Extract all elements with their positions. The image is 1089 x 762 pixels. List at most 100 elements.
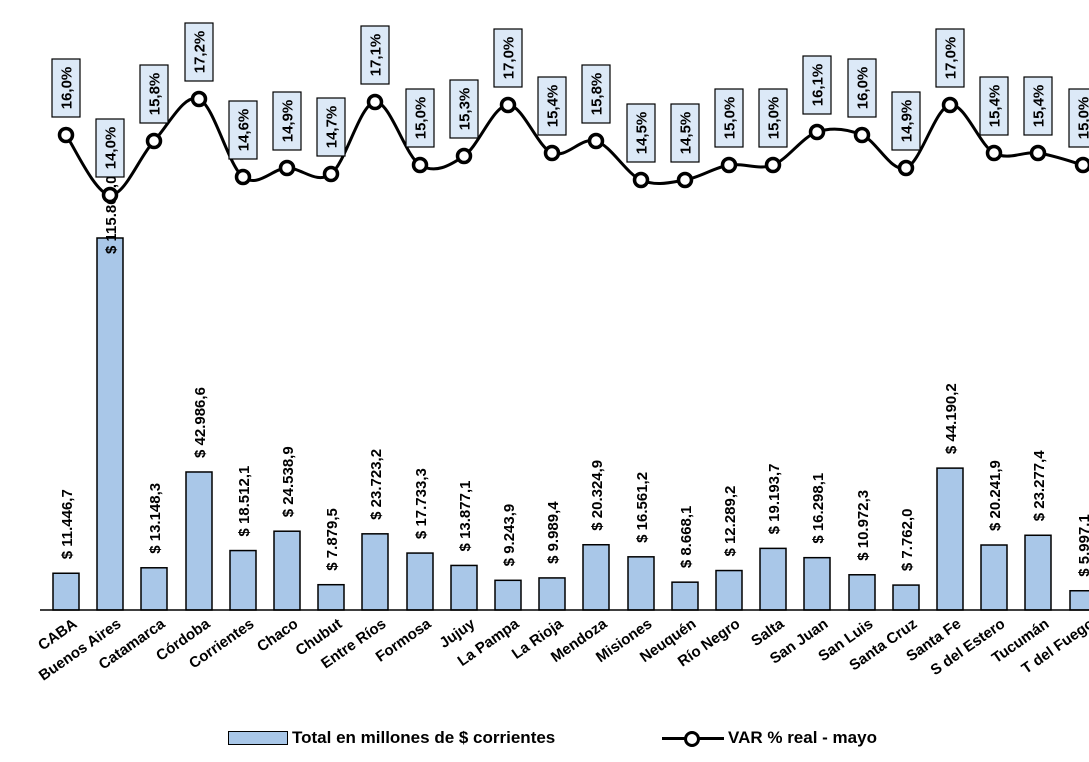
line-point-misiones	[632, 171, 650, 189]
bar-value-label-jujuy: $ 13.877,1	[457, 481, 474, 552]
line-point-corrientes	[234, 168, 252, 186]
line-value-label-san-juan: 16,1%	[810, 64, 827, 107]
bar-buenos-aires	[96, 237, 124, 611]
bar-jujuy	[450, 564, 478, 611]
bar-s-del-estero	[980, 544, 1008, 611]
line-label-box-la-pampa	[493, 28, 523, 88]
bar-chaco	[273, 530, 301, 611]
line-point-san-luis	[853, 126, 871, 144]
line-label-box-san-luis	[847, 58, 877, 118]
line-value-label-chubut: 14,7%	[324, 106, 341, 149]
bar-value-label-chubut: $ 7.879,5	[324, 508, 341, 571]
bar-misiones	[627, 556, 655, 611]
bar-value-label-san-luis: $ 10.972,3	[855, 490, 872, 561]
bar-value-label-corrientes: $ 18.512,1	[236, 466, 253, 537]
bar-value-label-cordoba: $ 42.986,6	[192, 387, 209, 458]
bar-value-label-chaco: $ 24.538,9	[280, 446, 297, 517]
line-value-label-misiones: 14,5%	[634, 112, 651, 155]
line-point-s-del-estero	[985, 144, 1003, 162]
bar-cordoba	[185, 471, 213, 611]
line-label-box-cordoba	[184, 22, 214, 82]
line-point-catamarca	[145, 132, 163, 150]
line-value-label-salta: 15,0%	[766, 97, 783, 140]
line-point-buenos-aires	[101, 186, 119, 204]
bar-value-label-misiones: $ 16.561,2	[634, 472, 651, 543]
line-label-box-chubut	[316, 97, 346, 157]
line-label-box-s-del-estero	[979, 76, 1009, 136]
bar-san-juan	[803, 556, 831, 611]
bar-tucuman	[1024, 534, 1052, 611]
bar-mendoza	[582, 543, 610, 611]
line-value-label-corrientes: 14,6%	[236, 109, 253, 152]
bar-la-rioja	[538, 577, 566, 611]
line-value-label-neuquen: 14,5%	[678, 112, 695, 155]
line-value-label-mendoza: 15,8%	[589, 73, 606, 116]
bar-value-label-t-del-fuego: $ 5.997,1	[1076, 514, 1089, 577]
line-value-label-buenos-aires: 14,0%	[103, 127, 120, 170]
line-value-label-san-luis: 16,0%	[855, 67, 872, 110]
x-tick-label-chaco: Chaco	[254, 615, 301, 655]
bar-value-label-mendoza: $ 20.324,9	[589, 460, 606, 531]
line-label-box-misiones	[626, 103, 656, 163]
line-label-box-la-rioja	[537, 76, 567, 136]
line-label-box-entre-rios	[360, 25, 390, 85]
bar-value-label-entre-rios: $ 23.723,2	[368, 449, 385, 520]
legend-swatch-line	[662, 731, 724, 747]
line-point-jujuy	[455, 147, 473, 165]
legend-swatch-bar	[228, 731, 288, 745]
line-label-box-chaco	[272, 91, 302, 151]
legend: Total en millones de $ corrientes VAR % …	[0, 722, 1089, 758]
line-label-box-mendoza	[581, 64, 611, 124]
bar-salta	[759, 547, 787, 611]
line-label-box-corrientes	[228, 100, 258, 160]
line-point-salta	[764, 156, 782, 174]
bar-la-pampa	[494, 579, 522, 611]
bar-value-label-rio-negro: $ 12.289,2	[722, 486, 739, 557]
line-point-la-rioja	[543, 144, 561, 162]
bar-rio-negro	[715, 569, 743, 611]
legend-label-line: VAR % real - mayo	[728, 728, 877, 747]
bar-entre-rios	[361, 533, 389, 611]
line-value-label-rio-negro: 15,0%	[722, 97, 739, 140]
bar-corrientes	[229, 549, 257, 611]
line-label-box-santa-cruz	[891, 91, 921, 151]
bar-t-del-fuego	[1069, 589, 1089, 611]
line-label-box-catamarca	[139, 64, 169, 124]
line-point-formosa	[411, 156, 429, 174]
bar-value-label-santa-fe: $ 44.190,2	[943, 383, 960, 454]
line-label-box-t-del-fuego	[1068, 88, 1089, 148]
line-point-entre-rios	[366, 93, 384, 111]
bar-series	[52, 237, 1089, 611]
line-label-box-tucuman	[1023, 76, 1053, 136]
bar-caba	[52, 572, 80, 611]
bar-santa-fe	[936, 467, 964, 611]
line-value-labels: 16,0% 14,0% 15,8% 17,2% 14,6% 14,9% 14,7% 17,1%…	[51, 22, 1089, 178]
line-point-chubut	[322, 165, 340, 183]
line-value-label-t-del-fuego: 15,0%	[1076, 97, 1089, 140]
line-label-box-salta	[758, 88, 788, 148]
bar-value-label-formosa: $ 17.733,3	[413, 468, 430, 539]
line-point-cordoba	[190, 90, 208, 108]
line-label-box-rio-negro	[714, 88, 744, 148]
line-series	[57, 90, 1089, 204]
bar-formosa	[406, 552, 434, 611]
line-label-box-caba	[51, 58, 81, 118]
line-point-santa-fe	[941, 96, 959, 114]
line-point-caba	[57, 126, 75, 144]
line-value-label-caba: 16,0%	[59, 67, 76, 110]
line-path	[64, 96, 1084, 197]
bar-san-luis	[848, 574, 876, 611]
bar-santa-cruz	[892, 584, 920, 611]
bar-value-label-s-del-estero: $ 20.241,9	[987, 460, 1004, 531]
line-value-label-santa-cruz: 14,9%	[899, 100, 916, 143]
bar-value-label-caba: $ 11.446,7	[59, 489, 76, 559]
bar-value-label-neuquen: $ 8.668,1	[678, 506, 695, 569]
legend-item-line: VAR % real - mayo	[662, 728, 877, 748]
bar-value-labels: $ 11.446,7$ 115.864,0$ 13.148,3$ 42.986,…	[59, 176, 1089, 577]
line-point-chaco	[278, 159, 296, 177]
line-value-label-entre-rios: 17,1%	[368, 34, 385, 77]
line-point-san-juan	[808, 123, 826, 141]
bar-value-label-san-juan: $ 16.298,1	[810, 473, 827, 544]
